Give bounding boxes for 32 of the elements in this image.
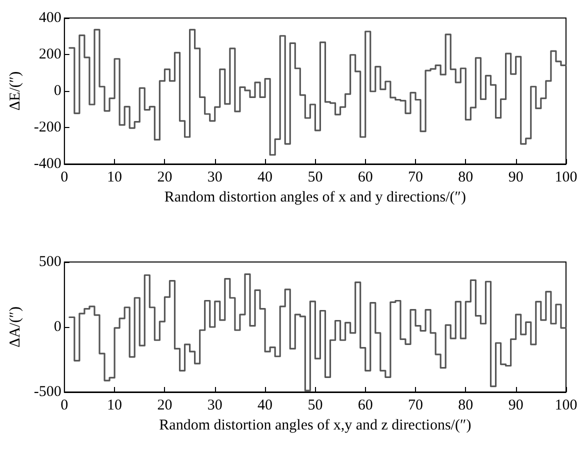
x-tick-label: 70: [408, 398, 424, 414]
x-tick-label: 40: [258, 170, 273, 186]
y-tick-label: 200: [38, 46, 62, 62]
x-tick-label: 50: [308, 170, 323, 186]
x-tick-label: 40: [258, 398, 273, 414]
y-tick-label: 0: [54, 83, 62, 99]
y-tick-label: -200: [34, 120, 62, 136]
x-tick-label: 30: [207, 170, 222, 186]
y-tick-label: 400: [38, 10, 62, 26]
x-tick-label: 80: [458, 398, 474, 414]
y-tick-label: 0: [54, 319, 62, 335]
y-axis-title: ΔE/(″): [8, 71, 24, 111]
x-tick-label: 100: [554, 398, 578, 414]
x-tick-label: 80: [458, 170, 474, 186]
x-tick-label: 50: [308, 398, 323, 414]
x-tick-label: 60: [358, 398, 373, 414]
x-tick-label: 100: [554, 170, 578, 186]
y-tick-label: -500: [34, 384, 62, 400]
x-tick-label: 20: [157, 170, 172, 186]
x-tick-label: 20: [157, 398, 172, 414]
x-tick-label: 70: [408, 170, 424, 186]
x-tick-label: 30: [207, 398, 222, 414]
x-axis-title: Random distortion angles of x,y and z directions/(″): [159, 418, 472, 434]
x-tick-label: 10: [107, 170, 122, 186]
x-axis-title: Random distortion angles of x and y directions/(″): [164, 190, 466, 206]
x-tick-label: 60: [358, 170, 373, 186]
y-axis-title: ΔA/(″): [8, 306, 24, 348]
y-tick-label: 500: [38, 254, 62, 270]
y-tick-label: -400: [34, 156, 62, 172]
x-tick-label: 10: [107, 398, 122, 414]
x-tick-label: 90: [508, 398, 524, 414]
x-tick-label: 90: [508, 170, 524, 186]
